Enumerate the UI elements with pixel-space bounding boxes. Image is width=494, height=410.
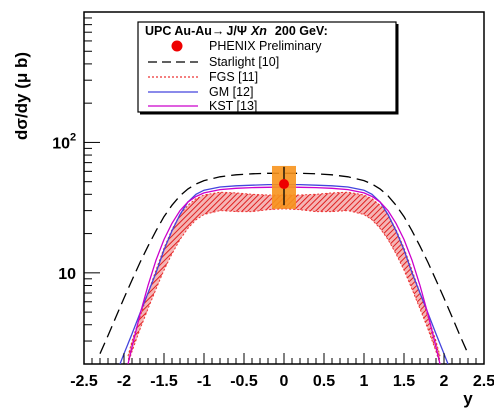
x-tick-label: 2.5 (473, 373, 494, 390)
x-axis-label: y (463, 389, 473, 408)
legend-title: UPC Au-Au→ J/Ψ Xn 200 GeV: (145, 24, 328, 38)
x-tick-label: 0 (280, 373, 289, 390)
x-tick-label: -1.5 (150, 373, 178, 390)
x-tick-label: -2 (117, 373, 131, 390)
phenix-data-point (279, 178, 289, 189)
y-tick-exponent: 2 (70, 131, 76, 143)
x-tick-label: 2 (440, 373, 449, 390)
gm-curve (119, 183, 449, 364)
x-tick-label: 1.5 (393, 373, 415, 390)
legend-entry-fgs: FGS [11] (209, 70, 258, 84)
legend-box (137, 21, 397, 113)
y-tick-label: 10 (52, 135, 70, 152)
x-tick-label: -1 (197, 373, 211, 390)
fgs-band-lower (127, 208, 441, 364)
legend-entry-gm: GM [12] (209, 85, 253, 99)
legend-entry-starlight: Starlight [10] (209, 55, 279, 69)
starlight-curve (99, 172, 469, 354)
fgs-band-layer (127, 191, 441, 364)
fgs-band-upper (127, 191, 441, 357)
legend-entry-phenix: PHENIX Preliminary (209, 39, 322, 53)
x-axis: -2.5 -2 -1.5 -1 -0.5 0 0.5 1 1.5 2 2.5 (70, 353, 494, 390)
legend-entry-kst: KST [13] (209, 99, 257, 113)
y-axis-label: dσ/dy (μ b) (12, 52, 31, 140)
legend-phenix-marker (171, 40, 183, 52)
kst-curve (127, 186, 441, 364)
y-tick-label: 10 (58, 266, 76, 283)
x-tick-label: 1 (360, 373, 369, 390)
x-tick-label: -2.5 (70, 373, 98, 390)
data-point-layer (272, 165, 296, 209)
legend: UPC Au-Au→ J/Ψ Xn 200 GeV: PHENIX Prelimina… (137, 21, 399, 115)
x-tick-label: 0.5 (313, 373, 335, 390)
x-tick-label: -0.5 (230, 373, 258, 390)
